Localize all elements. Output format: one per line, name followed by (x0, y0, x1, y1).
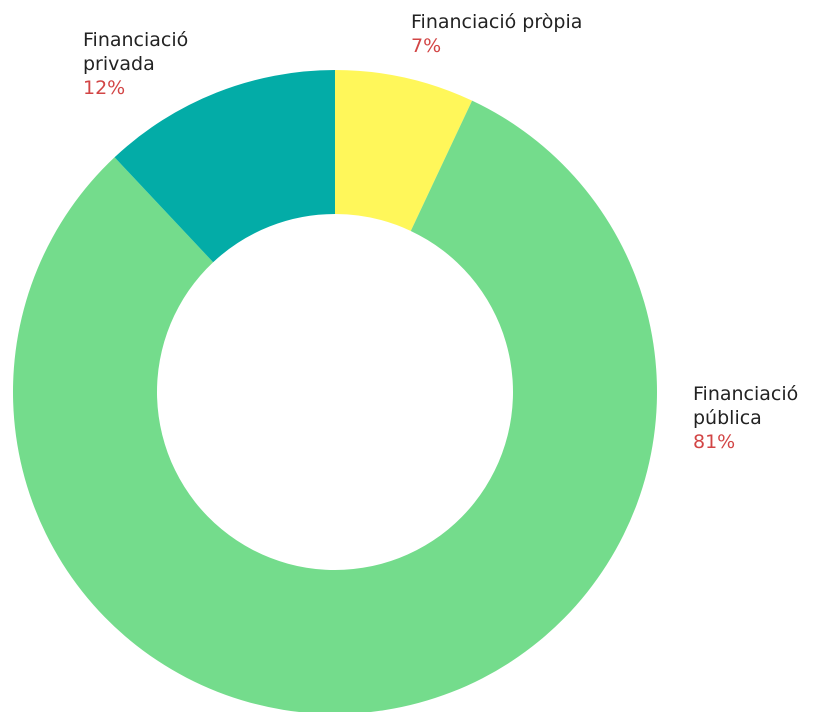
value-label: 7% (411, 35, 442, 57)
donut-slice (13, 100, 657, 712)
category-label: Financiació privada (83, 29, 189, 75)
slice-label: Financiació privada 12% (83, 28, 208, 100)
category-label: Financiació pública (693, 383, 799, 429)
donut-slice (335, 70, 473, 231)
value-label: 12% (83, 77, 126, 99)
value-label: 81% (693, 431, 736, 453)
category-label: Financiació pròpia (411, 11, 583, 33)
slice-label: Financiació pròpia 7% (411, 10, 651, 58)
slice-label: Financiació pública 81% (693, 382, 818, 454)
donut-slice (114, 70, 335, 263)
